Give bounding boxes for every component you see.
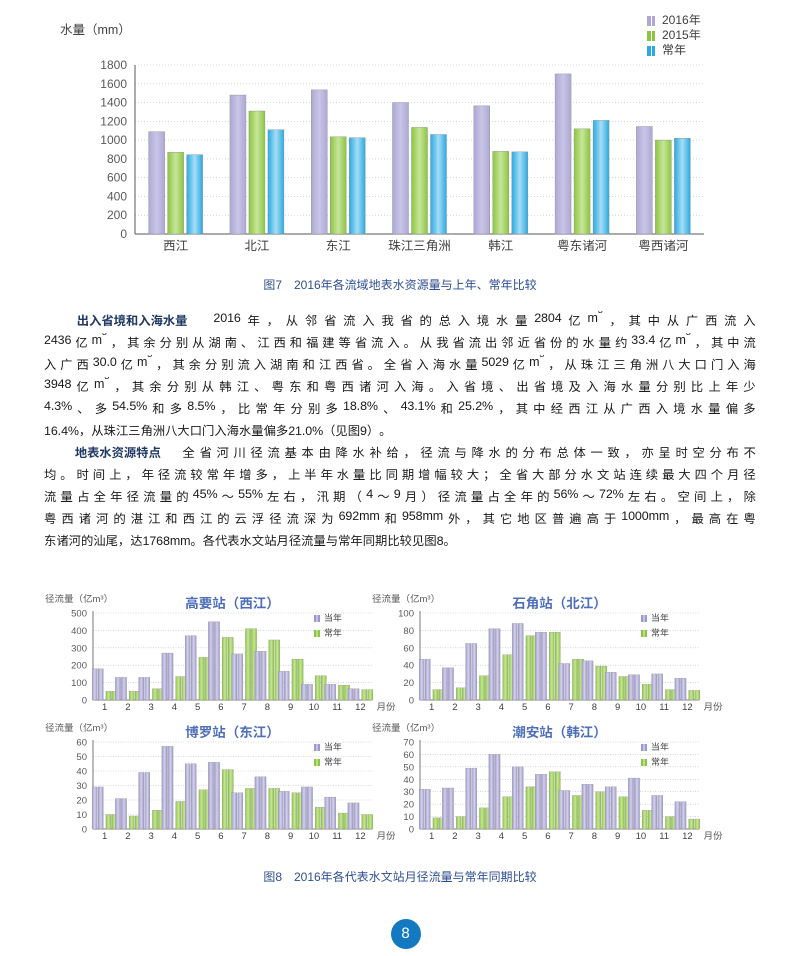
svg-text:7: 7 (568, 702, 574, 713)
svg-text:5: 5 (195, 702, 201, 713)
svg-text:当年: 当年 (651, 613, 669, 623)
svg-text:20: 20 (403, 678, 414, 689)
svg-text:70: 70 (403, 738, 414, 749)
svg-text:4: 4 (172, 702, 178, 713)
svg-text:6: 6 (545, 831, 551, 842)
svg-text:1: 1 (102, 702, 108, 713)
svg-text:40: 40 (403, 775, 414, 786)
svg-text:月份: 月份 (376, 831, 396, 842)
svg-text:3: 3 (148, 702, 154, 713)
svg-text:8: 8 (265, 831, 271, 842)
svg-text:10: 10 (309, 831, 320, 842)
svg-text:1: 1 (102, 831, 108, 842)
svg-text:20: 20 (76, 796, 87, 807)
svg-text:6: 6 (218, 702, 224, 713)
svg-text:月份: 月份 (376, 702, 396, 713)
svg-text:50: 50 (403, 762, 414, 773)
svg-text:8: 8 (265, 702, 271, 713)
svg-text:0: 0 (409, 825, 415, 836)
svg-text:当年: 当年 (324, 742, 342, 752)
svg-text:10: 10 (636, 831, 647, 842)
svg-text:12: 12 (355, 831, 366, 842)
svg-text:4: 4 (172, 831, 178, 842)
svg-text:常年: 常年 (324, 628, 342, 638)
svg-text:5: 5 (522, 831, 528, 842)
svg-text:200: 200 (71, 661, 88, 672)
svg-text:1: 1 (429, 831, 435, 842)
svg-text:80: 80 (403, 626, 414, 637)
svg-text:2: 2 (452, 831, 458, 842)
svg-text:3: 3 (475, 831, 481, 842)
svg-text:2: 2 (452, 702, 458, 713)
svg-text:径流量（亿m³）: 径流量（亿m³） (372, 593, 440, 605)
svg-text:30: 30 (76, 781, 87, 792)
svg-text:4: 4 (499, 702, 505, 713)
svg-text:40: 40 (76, 767, 87, 778)
svg-text:0: 0 (409, 696, 415, 707)
svg-text:1: 1 (429, 702, 435, 713)
svg-text:石角站（北江）: 石角站（北江） (512, 596, 607, 611)
svg-text:6: 6 (218, 831, 224, 842)
svg-text:5: 5 (195, 831, 201, 842)
svg-text:30: 30 (403, 787, 414, 798)
svg-text:10: 10 (309, 702, 320, 713)
svg-text:9: 9 (615, 831, 621, 842)
svg-text:常年: 常年 (651, 757, 669, 767)
svg-text:7: 7 (568, 831, 574, 842)
svg-text:常年: 常年 (651, 628, 669, 638)
svg-text:300: 300 (71, 643, 88, 654)
svg-text:0: 0 (82, 825, 88, 836)
svg-text:潮安站（韩江）: 潮安站（韩江） (512, 725, 607, 740)
svg-text:当年: 当年 (324, 613, 342, 623)
svg-text:11: 11 (659, 702, 670, 713)
svg-text:50: 50 (76, 752, 87, 763)
svg-text:9: 9 (615, 702, 621, 713)
svg-text:5: 5 (522, 702, 528, 713)
svg-text:径流量（亿m³）: 径流量（亿m³） (45, 722, 113, 734)
svg-text:9: 9 (288, 831, 294, 842)
svg-text:10: 10 (76, 810, 87, 821)
svg-text:常年: 常年 (324, 757, 342, 767)
svg-text:月份: 月份 (703, 702, 723, 713)
svg-text:60: 60 (403, 643, 414, 654)
svg-text:11: 11 (332, 831, 343, 842)
svg-text:0: 0 (82, 696, 88, 707)
svg-text:12: 12 (355, 702, 366, 713)
svg-text:月份: 月份 (703, 831, 723, 842)
svg-text:10: 10 (403, 812, 414, 823)
svg-text:7: 7 (241, 702, 247, 713)
svg-text:11: 11 (659, 831, 670, 842)
svg-text:3: 3 (148, 831, 154, 842)
svg-text:4: 4 (499, 831, 505, 842)
svg-text:12: 12 (682, 702, 693, 713)
svg-text:100: 100 (71, 678, 88, 689)
svg-text:40: 40 (403, 661, 414, 672)
svg-text:高要站（西江）: 高要站（西江） (185, 596, 280, 611)
svg-text:60: 60 (76, 738, 87, 749)
svg-text:10: 10 (636, 702, 647, 713)
svg-text:当年: 当年 (651, 742, 669, 752)
svg-text:9: 9 (288, 702, 294, 713)
svg-text:400: 400 (71, 626, 88, 637)
svg-text:7: 7 (241, 831, 247, 842)
svg-text:60: 60 (403, 750, 414, 761)
svg-text:博罗站（东江）: 博罗站（东江） (185, 725, 280, 740)
svg-text:12: 12 (682, 831, 693, 842)
svg-text:100: 100 (398, 609, 415, 620)
svg-text:6: 6 (545, 702, 551, 713)
svg-text:500: 500 (71, 609, 88, 620)
svg-text:20: 20 (403, 800, 414, 811)
svg-text:径流量（亿m³）: 径流量（亿m³） (45, 593, 113, 605)
svg-text:8: 8 (592, 702, 598, 713)
svg-text:2: 2 (125, 702, 131, 713)
svg-text:2: 2 (125, 831, 131, 842)
svg-text:径流量（亿m³）: 径流量（亿m³） (372, 722, 440, 734)
svg-text:8: 8 (592, 831, 598, 842)
svg-text:11: 11 (332, 702, 343, 713)
svg-text:3: 3 (475, 702, 481, 713)
